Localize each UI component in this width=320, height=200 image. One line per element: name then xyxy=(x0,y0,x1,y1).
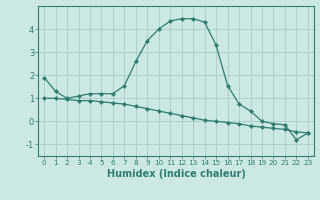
X-axis label: Humidex (Indice chaleur): Humidex (Indice chaleur) xyxy=(107,169,245,179)
